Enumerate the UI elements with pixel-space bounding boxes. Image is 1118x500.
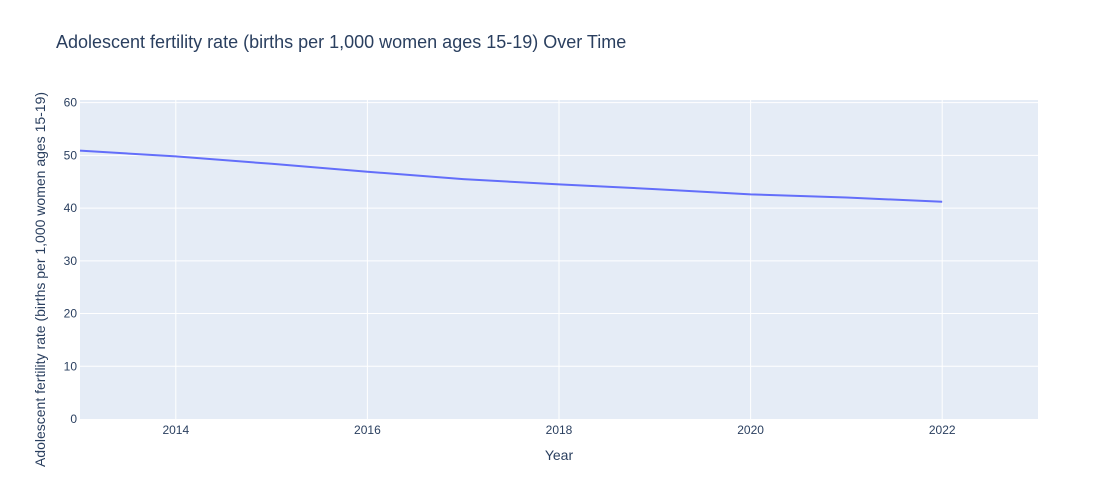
chart-title: Adolescent fertility rate (births per 1,… <box>56 32 627 52</box>
series-layer <box>79 149 943 203</box>
x-tick-label: 2016 <box>354 423 381 437</box>
x-tick-label: 2014 <box>162 423 189 437</box>
y-tick-label: 20 <box>64 307 78 321</box>
x-axis-title: Year <box>545 447 574 463</box>
y-tick-label: 40 <box>64 201 78 215</box>
x-tick-label: 2018 <box>546 423 573 437</box>
y-tick-label: 0 <box>70 412 77 426</box>
series-line <box>79 149 943 203</box>
x-tick-label: 2022 <box>929 423 956 437</box>
y-axis-title: Adolescent fertility rate (births per 1,… <box>32 92 48 467</box>
y-tick-label: 10 <box>64 359 78 373</box>
y-tick-label: 30 <box>64 254 78 268</box>
x-tick-label: 2020 <box>737 423 764 437</box>
x-axis-ticks: 2014 2016 2018 2020 2022 <box>162 423 955 437</box>
y-tick-label: 50 <box>64 148 78 162</box>
x-gridlines <box>175 100 943 419</box>
y-tick-label: 60 <box>64 96 78 110</box>
y-axis-ticks: 0 10 20 30 40 50 60 <box>64 96 78 426</box>
